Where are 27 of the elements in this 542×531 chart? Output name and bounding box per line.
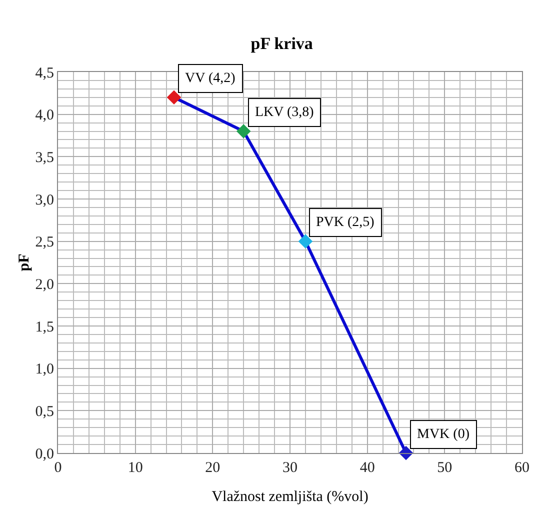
annotation: VV (4,2) <box>185 71 236 86</box>
point <box>298 234 313 248</box>
x-tick-label: 40 <box>360 460 375 476</box>
x-tick-label: 30 <box>282 460 298 476</box>
y-tick-label: 4,5 <box>35 65 54 82</box>
point <box>166 90 182 105</box>
y-tick-label: 3,0 <box>35 192 54 208</box>
y-tick-label: 4,0 <box>35 108 54 124</box>
y-tick-label: 2,5 <box>35 234 54 251</box>
y-axis-title: pF <box>16 254 32 272</box>
x-tick-label: 60 <box>514 460 530 476</box>
y-tick-label: 1,0 <box>35 362 54 378</box>
annotation: LKV (3,8) <box>255 105 314 120</box>
point <box>236 124 251 138</box>
x-tick-label: 0 <box>54 460 62 476</box>
x-tick-label: 50 <box>437 460 452 476</box>
y-tick-label: 1,5 <box>35 319 54 336</box>
x-axis-title: Vlažnost zemljišta (%vol) <box>212 489 368 505</box>
y-tick-label: 2,0 <box>35 276 54 293</box>
x-tick-label: 10 <box>128 460 143 476</box>
y-tick-label: 0,5 <box>35 404 54 420</box>
y-tick-label: 3,5 <box>35 150 54 166</box>
annotation: PVK (2,5) <box>316 215 375 230</box>
y-tick-label: 0,0 <box>35 446 54 462</box>
chart-title: pF kriva <box>250 34 314 54</box>
annotation: MVK (0) <box>417 427 470 442</box>
x-tick-label: 20 <box>205 460 220 476</box>
